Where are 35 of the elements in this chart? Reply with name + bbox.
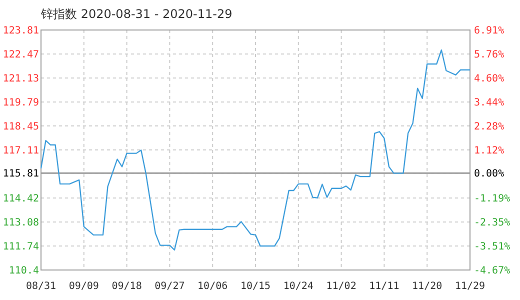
y2-tick-label: 5.76% — [474, 49, 504, 60]
x-tick-label: 09/27 — [154, 281, 185, 292]
y-tick-label: 111.74 — [2, 242, 39, 253]
y-tick-label: 113.08 — [2, 218, 39, 229]
line-series — [40, 49, 471, 251]
x-tick-label: 10/06 — [198, 281, 228, 292]
y2-tick-label: -4.67% — [474, 266, 510, 276]
x-tick-label: 10/24 — [283, 281, 314, 292]
y-tick-label: 123.81 — [2, 26, 39, 36]
y2-tick-label: 4.60% — [474, 73, 504, 84]
x-tick-label: 11/20 — [412, 281, 442, 292]
y-tick-label: 122.47 — [2, 49, 39, 60]
x-tick-label: 11/02 — [326, 281, 356, 292]
y-tick-label: 115.81 — [2, 168, 39, 180]
y2-tick-label: -2.35% — [474, 217, 510, 228]
y2-tick-label: 0.00% — [474, 168, 504, 180]
x-tick-label: 10/15 — [240, 281, 271, 292]
y-tick-label: 119.79 — [2, 97, 39, 108]
y-tick-label: 121.13 — [2, 73, 39, 84]
y2-tick-label: 6.91% — [474, 26, 504, 36]
y2-tick-label: 2.28% — [474, 121, 504, 132]
x-tick-label: 09/09 — [68, 281, 99, 292]
y2-tick-label: -3.51% — [474, 241, 510, 252]
y2-tick-label: -1.19% — [474, 193, 510, 204]
y2-tick-label: 1.12% — [474, 146, 504, 156]
x-tick-label: 09/18 — [112, 281, 142, 292]
chart-title: 锌指数 2020-08-31 - 2020-11-29 — [40, 7, 232, 21]
y2-tick-label: 3.44% — [474, 97, 504, 108]
y-tick-label: 118.45 — [2, 121, 39, 132]
y-tick-label: 117.11 — [2, 145, 39, 156]
x-tick-label: 08/31 — [26, 281, 56, 292]
y-tick-label: 110.4 — [8, 266, 39, 276]
y-tick-label: 114.42 — [2, 194, 39, 205]
x-tick-label: 11/29 — [454, 281, 486, 292]
x-tick-label: 11/11 — [369, 281, 400, 292]
